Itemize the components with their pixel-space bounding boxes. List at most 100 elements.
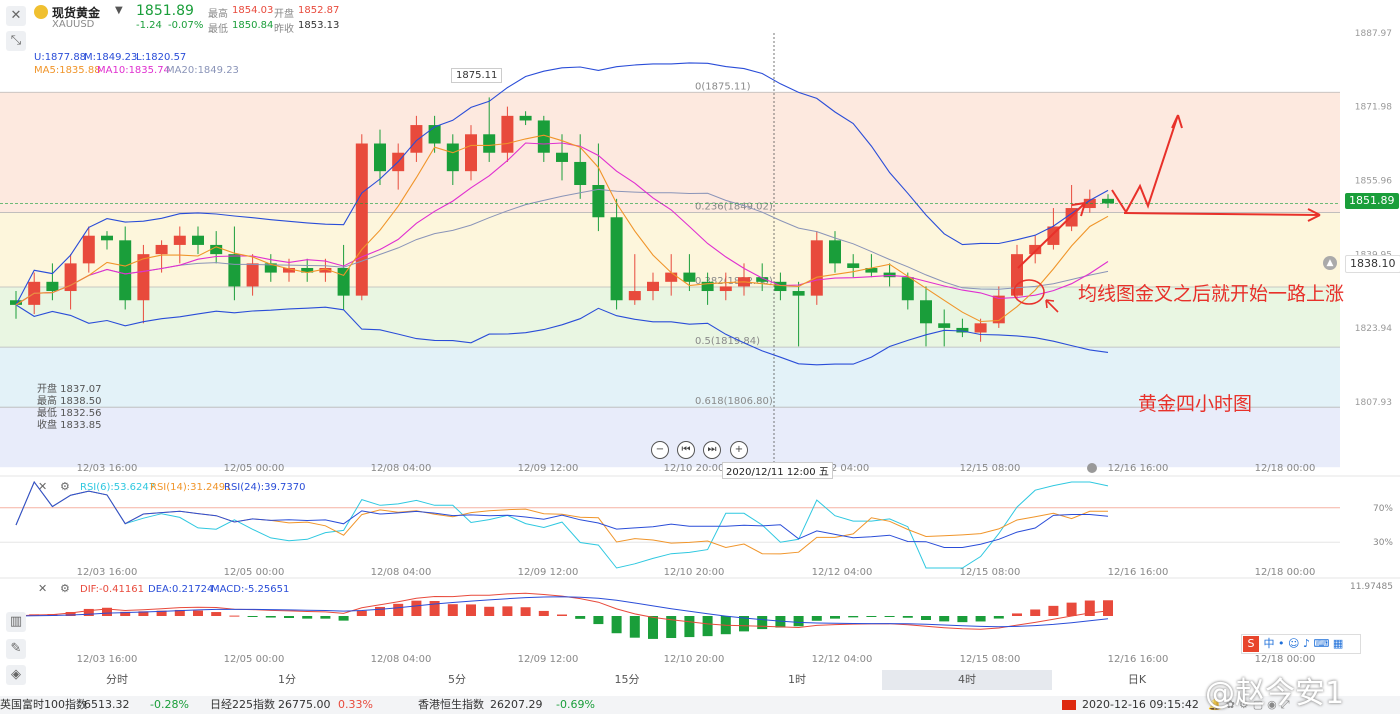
rsi-time-label-0: 12/03 16:00 <box>77 567 138 578</box>
ime-menu-icon[interactable]: ▦ <box>1332 637 1344 650</box>
candle-body-17 <box>319 267 332 273</box>
macd-bar-18 <box>338 616 349 621</box>
macd-bar-24 <box>447 604 458 616</box>
draw-icon[interactable]: ✎ <box>6 639 26 659</box>
timeframe-0[interactable]: 分时 <box>106 673 128 686</box>
bell-icon[interactable]: ▲ <box>1323 256 1337 270</box>
candle-body-31 <box>574 161 587 185</box>
high-value: 1854.03 <box>232 5 274 16</box>
ime-mic-icon[interactable]: ♪ <box>1302 637 1310 650</box>
price-change: -1.24 <box>136 20 162 31</box>
macd-bar-21 <box>393 603 404 616</box>
step-forward-icon[interactable]: ⏭ <box>703 441 721 459</box>
ime-logo-icon[interactable]: S <box>1243 636 1259 652</box>
ma10-legend: MA10:1835.74 <box>97 65 170 76</box>
candle-body-55 <box>1011 254 1023 296</box>
macd-time-label-6: 12/15 08:00 <box>960 654 1021 665</box>
rsi-close-icon[interactable]: ✕ <box>38 480 48 493</box>
timeframe-5[interactable]: 4时 <box>882 670 1052 690</box>
timeframe-1[interactable]: 1分 <box>278 673 296 686</box>
collapse-icon[interactable]: ⤡ <box>6 31 26 51</box>
macd-time-label-7: 12/16 16:00 <box>1108 654 1169 665</box>
rsi-time-label-3: 12/09 12:00 <box>518 567 579 578</box>
macd-tick-0: 11.97485 <box>1350 582 1393 592</box>
rsi-tick-0: 70% <box>1373 504 1393 514</box>
fib-zone-3 <box>0 347 1340 408</box>
macd-bar-52 <box>957 616 968 623</box>
watermark: @赵今安1 <box>1205 676 1345 711</box>
prev-close-label: 昨收 <box>274 24 294 35</box>
macd-time-label-8: 12/18 00:00 <box>1255 654 1316 665</box>
timeframe-6[interactable]: 日K <box>1127 673 1147 686</box>
candle-body-50 <box>920 300 932 324</box>
candle-body-5 <box>101 235 113 241</box>
ticker-0-value: 6513.32 <box>84 698 130 711</box>
macd-time-label-0: 12/03 16:00 <box>77 654 138 665</box>
macd-bar-30 <box>557 614 567 616</box>
macd-bar-5 <box>102 607 112 616</box>
annotation-circle <box>1013 279 1045 305</box>
macd-bar-58 <box>1066 602 1077 616</box>
candle-body-24 <box>446 143 459 172</box>
ime-punct-icon[interactable]: • <box>1278 637 1285 650</box>
instrument-code: XAUUSD <box>52 19 95 30</box>
macd-bar-19 <box>356 610 367 616</box>
candle-body-10 <box>192 235 204 245</box>
layers-icon[interactable]: ◈ <box>6 665 26 685</box>
macd-bar-23 <box>429 600 440 616</box>
zoom-out-icon[interactable]: − <box>651 441 669 459</box>
ime-lang-icon[interactable]: 中 <box>1263 637 1275 650</box>
candle-body-26 <box>483 134 496 153</box>
instrument-name[interactable]: 现货黄金 <box>52 6 101 20</box>
ime-emoji-icon[interactable]: ☺ <box>1288 637 1300 650</box>
timeframe-2[interactable]: 5分 <box>448 673 466 686</box>
macd-bar-25 <box>466 604 476 616</box>
close-icon[interactable]: ✕ <box>6 6 26 26</box>
market-ticker: 2020-12-16 09:15:42 🔔✿⚙▢◉⤢ 英国富时100指数 6513… <box>0 696 1400 714</box>
instrument-dropdown-icon[interactable]: ▼ <box>115 5 123 16</box>
candle-body-25 <box>465 134 477 172</box>
macd-settings-icon[interactable]: ⚙ <box>60 582 70 595</box>
macd-bar-56 <box>1030 609 1041 616</box>
fib-label-3: 0.5(1819.84) <box>695 336 760 347</box>
macd-bar-28 <box>520 607 531 616</box>
high-label: 最高 <box>208 9 228 20</box>
ma10-line <box>15 142 1109 306</box>
price-tick-5: 1807.93 <box>1355 398 1392 408</box>
candle-body-59 <box>1083 198 1096 209</box>
macd-time-label-3: 12/09 12:00 <box>518 654 579 665</box>
macd-bar-8 <box>156 610 167 616</box>
candle-body-36 <box>665 272 678 282</box>
macd-bar-29 <box>538 610 549 616</box>
ma20-legend: MA20:1849.23 <box>166 65 239 76</box>
bars-icon[interactable]: ▥ <box>6 612 26 632</box>
dea-legend: DEA:0.21724 <box>148 584 214 595</box>
rsi-time-label-4: 12/10 20:00 <box>664 567 725 578</box>
time-label-6: 12/15 08:00 <box>960 463 1021 474</box>
candle-body-27 <box>501 115 514 153</box>
ohlc-open: 开盘 1837.07 <box>37 384 102 395</box>
scroll-latest-icon[interactable] <box>1087 463 1097 473</box>
candle-body-22 <box>410 125 423 153</box>
zoom-in-icon[interactable]: + <box>730 441 748 459</box>
gold-logo-icon <box>34 5 48 19</box>
candle-body-8 <box>155 244 168 255</box>
candle-body-45 <box>829 240 841 264</box>
macd-bar-14 <box>265 616 276 618</box>
macd-bar-35 <box>648 616 658 639</box>
ticker-0-name[interactable]: 英国富时100指数 <box>0 698 87 711</box>
fib-label-2: 0.382(1832.88) <box>695 276 773 287</box>
macd-bar-9 <box>174 609 185 616</box>
macd-close-icon[interactable]: ✕ <box>38 582 48 595</box>
macd-time-label-5: 12/12 04:00 <box>812 654 873 665</box>
candle-body-34 <box>628 291 641 301</box>
timeframe-3[interactable]: 15分 <box>614 673 640 686</box>
boll-lower: L:1820.57 <box>136 52 187 63</box>
rsi-time-label-2: 12/08 04:00 <box>371 567 432 578</box>
rsi-settings-icon[interactable]: ⚙ <box>60 480 70 493</box>
timeframe-4[interactable]: 1时 <box>788 673 806 686</box>
ime-keyboard-icon[interactable]: ⌨ <box>1313 637 1330 650</box>
step-back-icon[interactable]: ⏮ <box>677 441 695 459</box>
macd-bar-48 <box>884 616 895 617</box>
